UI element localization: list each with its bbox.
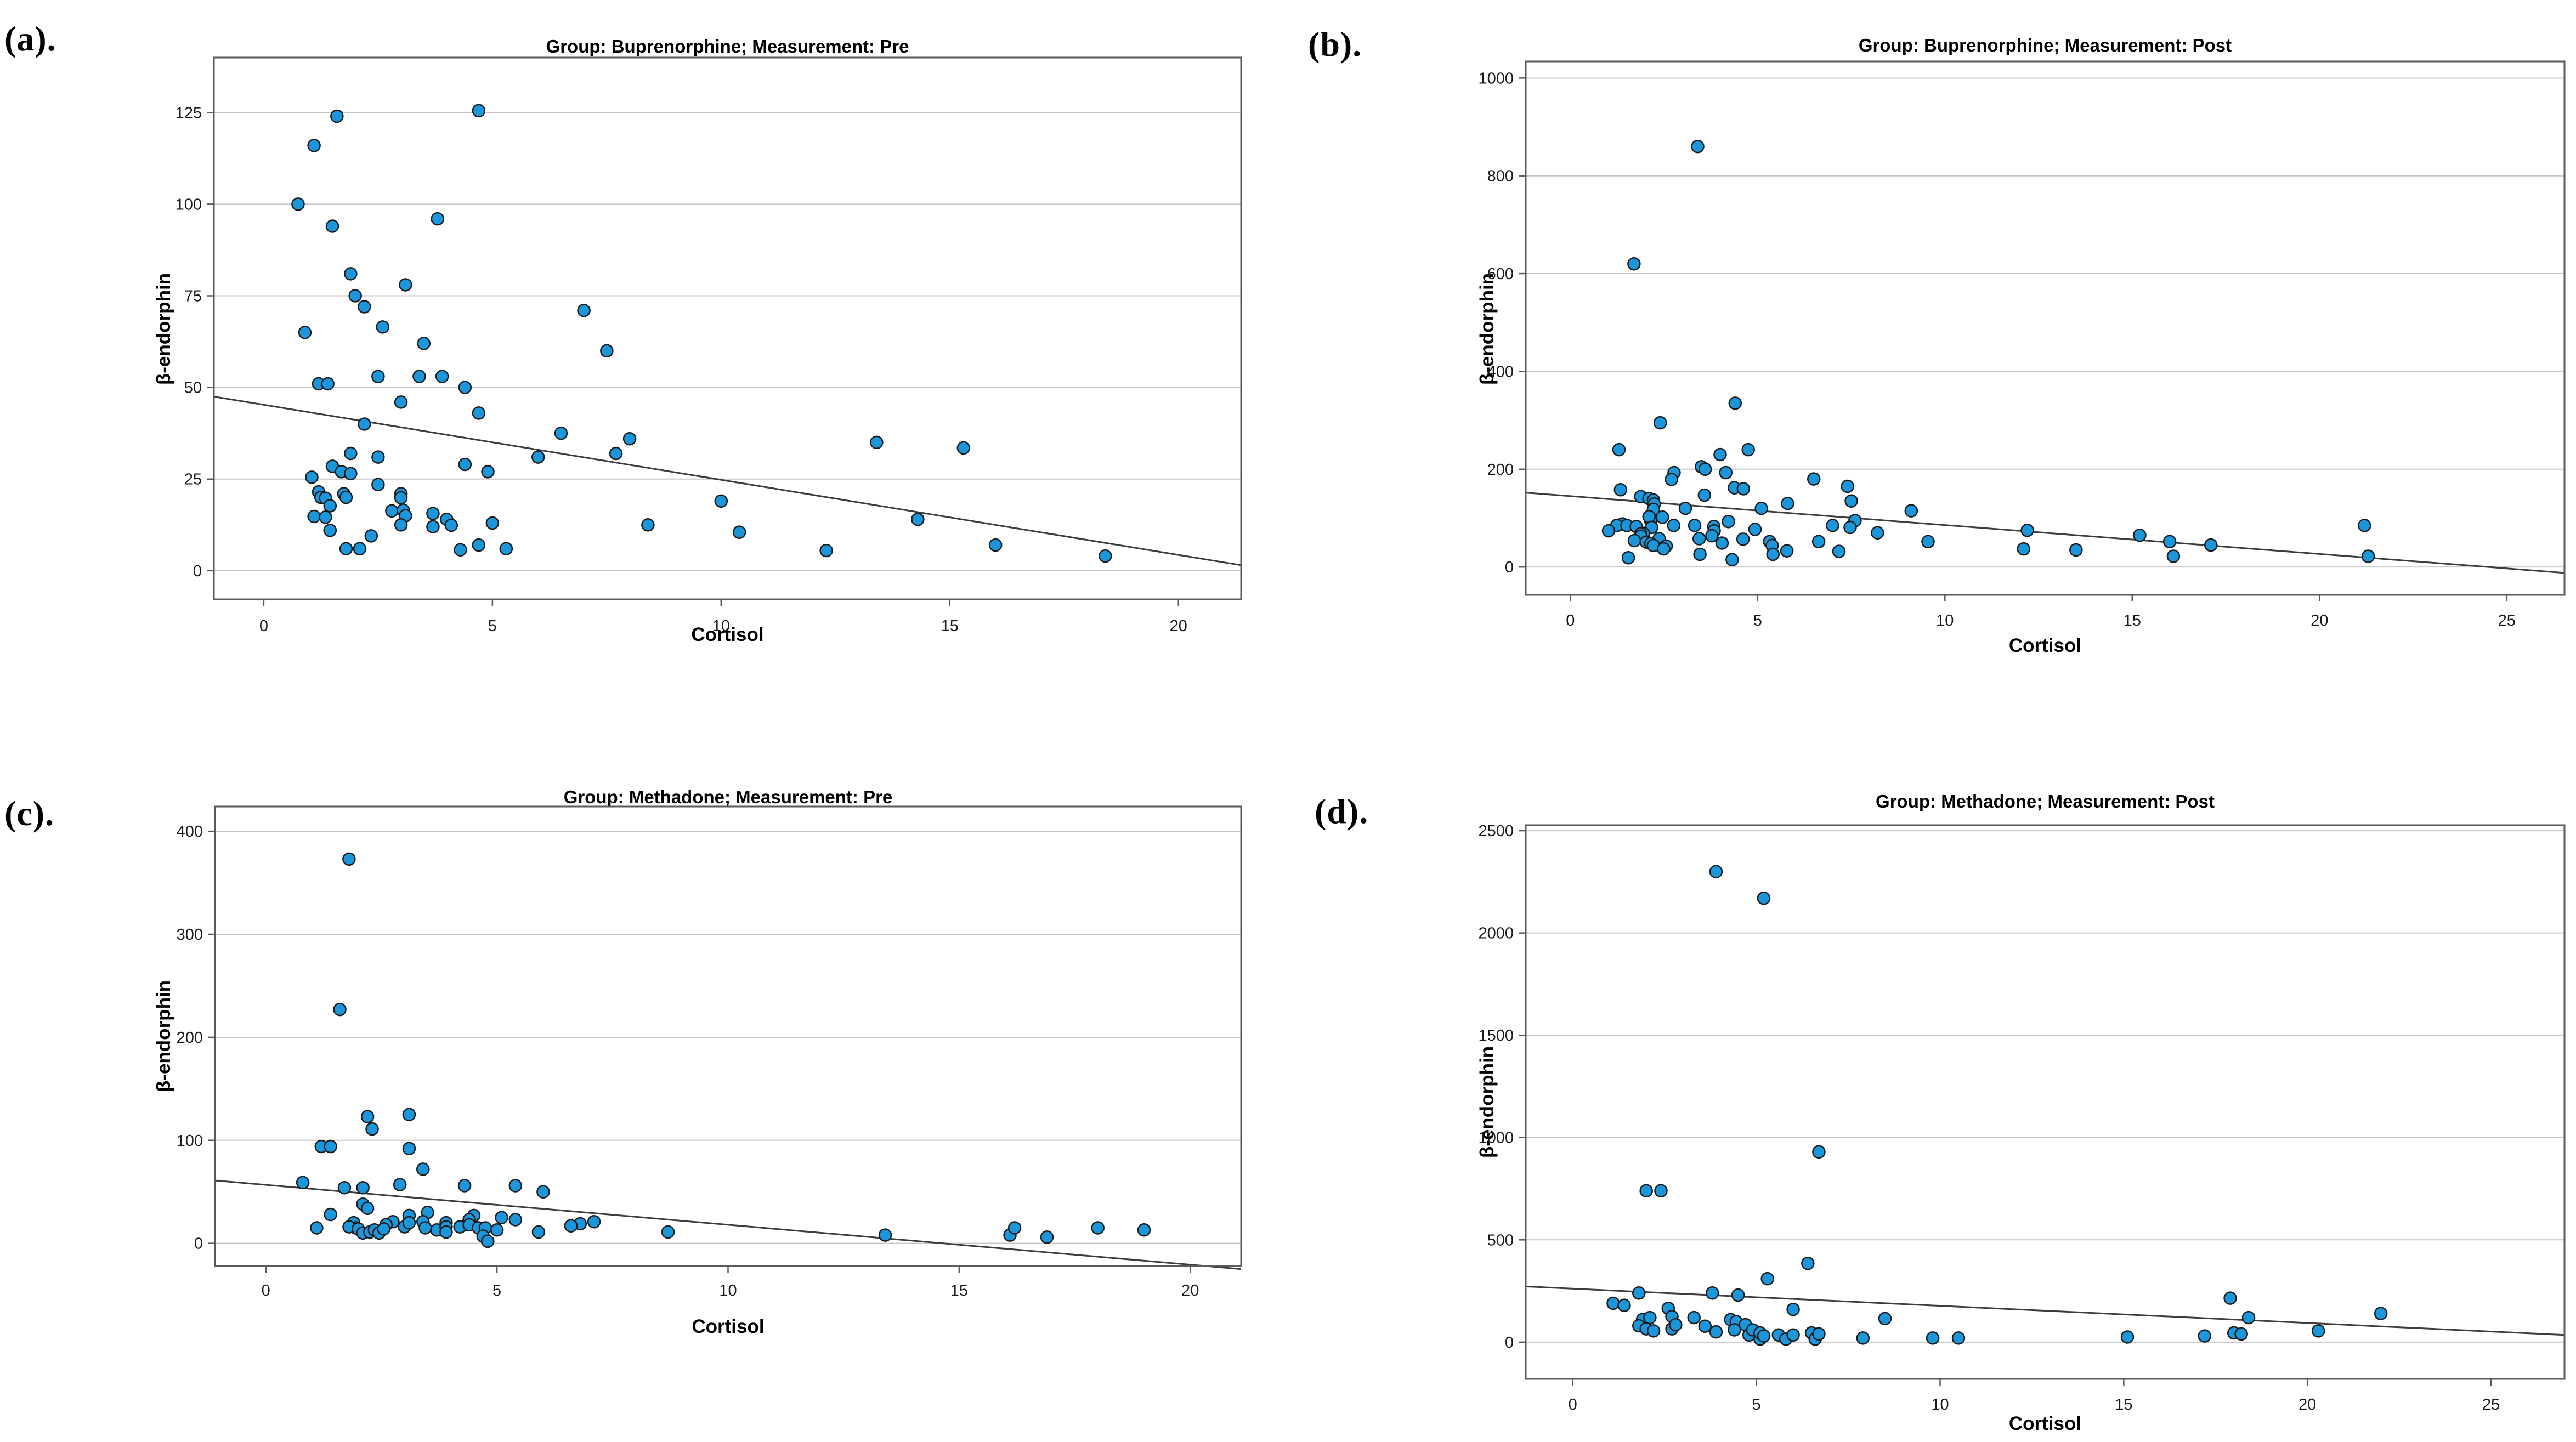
svg-text:500: 500 [1487, 1231, 1514, 1249]
svg-text:400: 400 [177, 823, 203, 841]
panel-buprenorphine-pre: (a). Group: Buprenorphine; Measurement: … [0, 0, 1288, 721]
svg-text:75: 75 [184, 288, 202, 305]
svg-text:2500: 2500 [1478, 822, 1514, 840]
svg-text:125: 125 [175, 104, 202, 122]
panel-buprenorphine-post: (b). Group: Buprenorphine; Measurement: … [1288, 0, 2576, 721]
svg-text:0: 0 [1566, 612, 1575, 629]
svg-text:5: 5 [488, 617, 497, 635]
x-axis-label: Cortisol [2008, 635, 2082, 656]
svg-text:15: 15 [950, 1282, 968, 1299]
panel-tag: (b). [1308, 25, 1362, 64]
svg-text:5: 5 [492, 1282, 501, 1299]
svg-text:0: 0 [259, 617, 268, 635]
svg-text:0: 0 [262, 1282, 270, 1299]
svg-text:20: 20 [1170, 617, 1187, 635]
svg-text:10: 10 [719, 1282, 737, 1299]
chart-title: Group: Methadone; Measurement: Pre [563, 787, 893, 807]
svg-text:0: 0 [194, 1235, 203, 1253]
svg-text:15: 15 [2115, 1396, 2132, 1413]
svg-text:0: 0 [1569, 1396, 1577, 1413]
svg-text:800: 800 [1487, 168, 1514, 185]
scatter-plot: 0 200 400 600 800 1000 0 5 10 15 20 25 [1478, 60, 2566, 629]
panel-methadone-pre: (c). Group: Methadone; Measurement: Pre … [0, 721, 1288, 1442]
svg-text:2000: 2000 [1478, 925, 1514, 943]
svg-text:0: 0 [1505, 559, 1514, 576]
svg-text:25: 25 [2482, 1396, 2500, 1413]
svg-text:300: 300 [177, 926, 203, 944]
svg-text:0: 0 [1505, 1334, 1514, 1352]
svg-text:25: 25 [2498, 612, 2516, 629]
scatter-plot: 0 100 200 300 400 0 5 10 15 20 [177, 805, 1242, 1299]
scatter-plot: 0 500 1000 1500 2000 2500 0 5 10 15 20 25 [1478, 822, 2566, 1413]
svg-text:20: 20 [2311, 612, 2328, 629]
svg-text:10: 10 [712, 617, 730, 635]
svg-text:15: 15 [2124, 612, 2141, 629]
svg-text:1000: 1000 [1478, 1129, 1514, 1147]
svg-text:10: 10 [1931, 1396, 1949, 1413]
chart-title: Group: Buprenorphine; Measurement: Post [1858, 35, 2232, 55]
svg-text:200: 200 [177, 1029, 203, 1047]
svg-text:1000: 1000 [1478, 70, 1514, 87]
svg-text:5: 5 [1753, 612, 1762, 629]
svg-text:200: 200 [1487, 461, 1514, 479]
x-axis-label: Cortisol [2008, 1413, 2082, 1434]
x-axis-label: Cortisol [692, 1316, 765, 1337]
svg-text:1500: 1500 [1478, 1027, 1514, 1044]
panel-tag: (d). [1315, 792, 1369, 831]
svg-text:50: 50 [184, 379, 202, 397]
scatter-plot: 0 25 50 75 100 125 0 5 10 15 20 [175, 56, 1242, 635]
svg-text:5: 5 [1752, 1396, 1761, 1413]
svg-text:600: 600 [1487, 265, 1514, 283]
svg-text:400: 400 [1487, 363, 1514, 381]
svg-text:25: 25 [184, 471, 202, 489]
panel-methadone-post: (d). Group: Methadone; Measurement: Post… [1288, 721, 2576, 1442]
panel-tag: (a). [4, 19, 56, 58]
svg-text:100: 100 [175, 196, 202, 213]
svg-text:0: 0 [193, 563, 202, 580]
svg-text:20: 20 [1181, 1282, 1199, 1299]
svg-text:100: 100 [177, 1132, 203, 1150]
svg-text:15: 15 [941, 617, 959, 635]
x-axis-label: Cortisol [691, 624, 764, 645]
svg-text:20: 20 [2298, 1396, 2316, 1413]
panel-tag: (c). [4, 794, 55, 833]
chart-title: Group: Methadone; Measurement: Post [1876, 791, 2215, 811]
svg-text:10: 10 [1936, 612, 1954, 629]
chart-title: Group: Buprenorphine; Measurement: Pre [546, 36, 909, 56]
